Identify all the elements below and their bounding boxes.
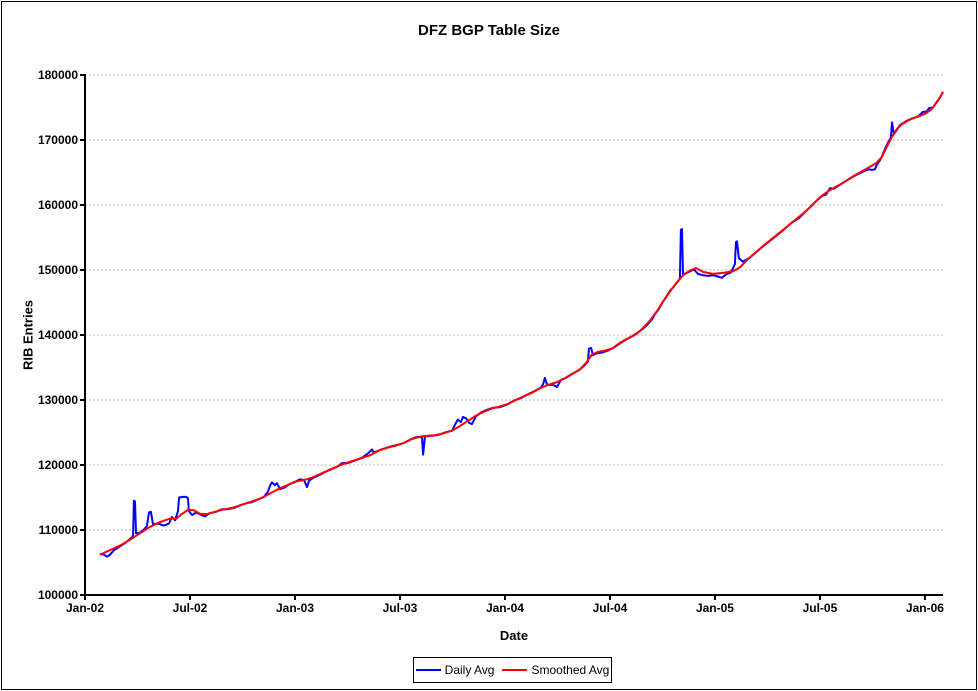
legend-item-smoothed-avg: Smoothed Avg [502, 663, 609, 677]
y-tick-label: 180000 [37, 68, 78, 82]
daily-avg-line-sample [415, 669, 441, 671]
chart-title: DFZ BGP Table Size [418, 22, 560, 39]
legend: Daily Avg Smoothed Avg [413, 657, 612, 683]
series-line-smoothed-avg [99, 91, 944, 556]
legend-label-daily-avg: Daily Avg [444, 663, 495, 677]
legend-label-smoothed-avg: Smoothed Avg [531, 663, 610, 677]
y-tick-label: 100000 [37, 588, 78, 602]
x-tick-label: Jan-04 [485, 601, 524, 615]
x-tick-label: Jan-03 [275, 601, 314, 615]
x-tick-label: Jan-06 [905, 601, 944, 615]
smoothed-avg-line-sample [502, 669, 528, 671]
y-tick-label: 170000 [37, 133, 78, 147]
legend-item-daily-avg: Daily Avg [415, 663, 495, 677]
x-tick-label: Jul-02 [172, 601, 208, 615]
series-line-daily-avg [99, 91, 944, 558]
y-tick-label: 130000 [37, 393, 78, 407]
y-tick-label: 110000 [38, 523, 78, 537]
x-tick-label: Jul-05 [802, 601, 838, 615]
y-tick-label: 140000 [37, 328, 78, 342]
x-axis-title: Date [499, 628, 529, 643]
y-tick-label: 160000 [37, 198, 78, 212]
x-tick-label: Jan-05 [695, 601, 734, 615]
y-tick-label: 120000 [37, 458, 78, 472]
x-tick-label: Jan-02 [65, 601, 105, 615]
x-tick-label: Jul-03 [382, 601, 418, 615]
y-tick-label: 150000 [37, 263, 78, 277]
x-tick-label: Jul-04 [592, 601, 628, 615]
